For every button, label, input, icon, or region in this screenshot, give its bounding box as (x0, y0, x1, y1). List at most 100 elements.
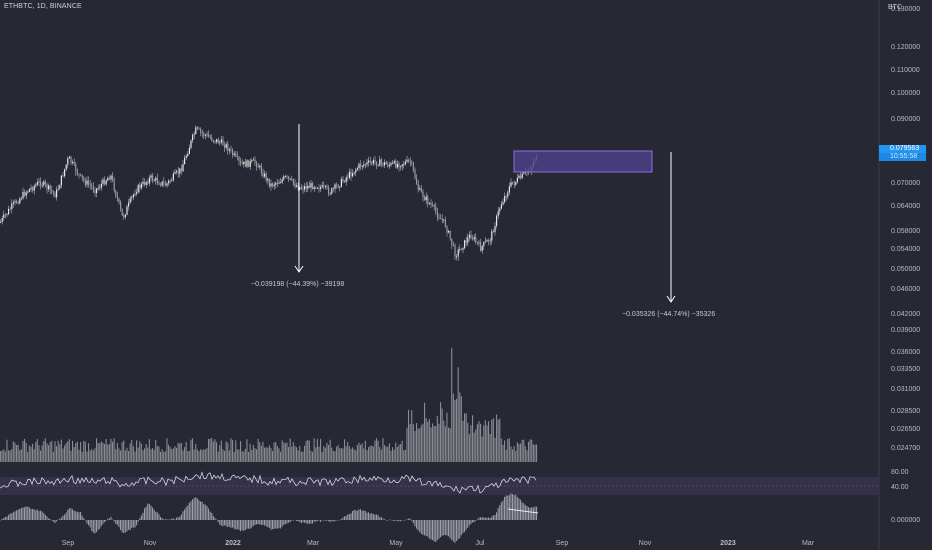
oscillator-bar (532, 507, 534, 520)
candle-body (462, 248, 464, 250)
oscillator-bar (153, 509, 155, 520)
candle-body (252, 159, 254, 161)
volume-bar (46, 443, 48, 462)
oscillator-bar (115, 520, 117, 525)
candle-body (115, 190, 117, 196)
oscillator-bar (188, 502, 190, 520)
candle-body (326, 186, 328, 188)
measure-arrow-2[interactable] (666, 152, 676, 303)
oscillator-bar (81, 515, 83, 520)
oscillator-bar (8, 514, 10, 520)
volume-bar (348, 446, 350, 462)
price-tick-label: 0.054000 (891, 246, 920, 253)
volume-bar (270, 447, 272, 462)
candle-body (323, 185, 325, 187)
oscillator-bar (25, 506, 27, 520)
oscillator-bar (379, 517, 381, 520)
candle-body (19, 198, 21, 204)
candle-body (278, 182, 280, 184)
volume-bar (155, 439, 157, 462)
candle-body (190, 140, 192, 148)
candle-body (444, 219, 446, 227)
price-tick-label: 0.036000 (891, 349, 920, 356)
candle-body (214, 140, 216, 142)
candle-body (473, 237, 475, 240)
oscillator-bar (107, 518, 109, 520)
volume-bar (296, 447, 298, 462)
volume-bar (398, 444, 400, 462)
volume-bar (344, 439, 346, 462)
volume-bar (371, 445, 373, 462)
candle-body (67, 158, 69, 165)
candle-body (523, 172, 525, 174)
oscillator-bar (297, 520, 299, 522)
volume-bar (252, 445, 254, 462)
candle-body (24, 191, 26, 196)
oscillator-bar (147, 503, 149, 520)
volume-bar (198, 451, 200, 462)
oscillator-bar (184, 509, 186, 520)
candle-body (342, 178, 344, 181)
candle-body (321, 185, 323, 188)
candle-body (174, 172, 176, 174)
oscillator-bar (187, 505, 189, 520)
volume-bar (52, 451, 54, 462)
oscillator-bar (68, 508, 70, 520)
candle-body (243, 161, 245, 164)
candle-body (110, 175, 112, 180)
oscillator-bar (260, 520, 262, 525)
oscillator-bar (334, 520, 336, 522)
oscillator-bar (108, 518, 110, 520)
candle-body (35, 184, 37, 187)
candle-body (118, 198, 120, 203)
candle-body (390, 163, 392, 166)
candle-body (428, 203, 430, 205)
candle-body (304, 186, 306, 190)
candle-body (440, 218, 442, 220)
candle-body (144, 181, 146, 185)
candle-body (140, 183, 142, 189)
oscillator-bar (192, 499, 194, 520)
oscillator-bar (193, 497, 195, 520)
candle-body (396, 163, 398, 168)
candle-body (134, 194, 136, 195)
volume-bar (196, 449, 198, 462)
oscillator-bar (27, 506, 29, 520)
oscillator-bar (59, 518, 61, 520)
volume-bar (75, 443, 77, 462)
oscillator-bar (508, 495, 510, 520)
oscillator-bar (510, 493, 512, 520)
oscillator-bar (313, 520, 315, 522)
volume-bar (94, 448, 96, 462)
volume-bar (9, 450, 11, 462)
volume-bar (57, 440, 59, 462)
candle-body (166, 183, 168, 186)
resistance-zone-box[interactable] (513, 150, 653, 173)
oscillator-bar (46, 516, 48, 520)
oscillator-bar (513, 495, 515, 520)
volume-bar (521, 439, 523, 462)
measure-arrow-1[interactable] (294, 124, 304, 273)
volume-bar (401, 440, 403, 462)
oscillator-bar (486, 517, 488, 520)
time-tick-label: Sep (62, 540, 75, 547)
candle-body (344, 180, 346, 182)
candle-body (328, 187, 330, 194)
oscillator-bar (155, 511, 157, 520)
oscillator-bar (436, 520, 438, 541)
oscillator-bar (200, 501, 202, 520)
candle-body (305, 186, 307, 189)
oscillator-bar (318, 520, 320, 521)
volume-bar (382, 438, 384, 462)
volume-bar (220, 440, 222, 462)
oscillator-bar (464, 520, 466, 533)
candle-body (345, 177, 347, 182)
oscillator-bar (348, 514, 350, 520)
oscillator-bar (116, 520, 118, 525)
candle-body (219, 142, 221, 144)
candle-body (456, 256, 458, 258)
volume-bar (332, 451, 334, 462)
oscillator-bar (230, 520, 232, 528)
oscillator-bar (3, 518, 5, 520)
